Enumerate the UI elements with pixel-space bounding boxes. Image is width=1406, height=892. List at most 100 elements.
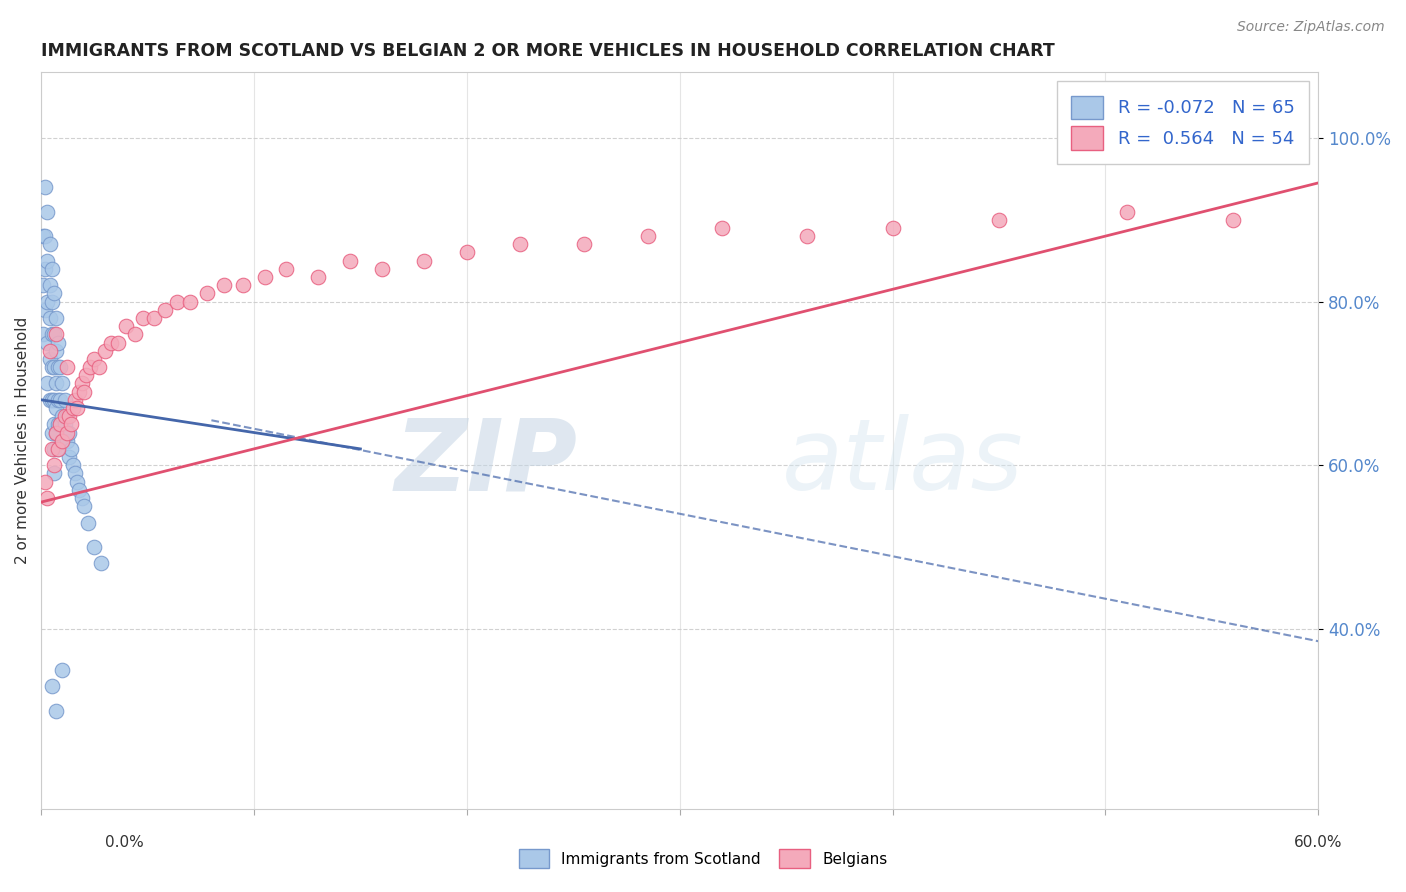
Point: [42, 417, 65, 432]
Point: [711, 221, 734, 235]
Point: [41, 359, 63, 374]
Point: [339, 253, 361, 268]
Point: [41, 425, 63, 440]
Point: [988, 212, 1011, 227]
Point: [83, 351, 105, 366]
Point: [45, 310, 67, 325]
Point: [66, 401, 89, 415]
Point: [456, 245, 478, 260]
Point: [253, 270, 276, 285]
Point: [63, 467, 86, 481]
Point: [67, 384, 90, 399]
Point: [370, 261, 392, 276]
Point: [38, 351, 60, 366]
Point: [124, 327, 146, 342]
Point: [882, 221, 904, 235]
Point: [75, 368, 97, 383]
Point: [45, 425, 67, 440]
Point: [1115, 204, 1137, 219]
Point: [45, 401, 67, 415]
Point: [51, 376, 73, 391]
Point: [51, 434, 73, 448]
Point: [53, 409, 76, 424]
Point: [46, 442, 69, 456]
Point: [42, 286, 65, 301]
Point: [42, 458, 65, 473]
Point: [179, 294, 201, 309]
Text: IMMIGRANTS FROM SCOTLAND VS BELGIAN 2 OR MORE VEHICLES IN HOUSEHOLD CORRELATION : IMMIGRANTS FROM SCOTLAND VS BELGIAN 2 OR…: [41, 42, 1054, 60]
Point: [42, 442, 65, 456]
Point: [637, 229, 659, 244]
Point: [32, 327, 55, 342]
Point: [37, 253, 59, 268]
Point: [45, 425, 67, 440]
Point: [274, 261, 297, 276]
Point: [94, 343, 117, 358]
Point: [63, 392, 86, 407]
Point: [41, 442, 63, 456]
Point: [58, 409, 80, 424]
Point: [42, 467, 65, 481]
Text: 0.0%: 0.0%: [105, 836, 145, 850]
Text: atlas: atlas: [782, 414, 1024, 511]
Point: [73, 499, 96, 513]
Point: [142, 310, 165, 325]
Point: [77, 516, 100, 530]
Point: [38, 392, 60, 407]
Point: [90, 557, 112, 571]
Point: [34, 229, 56, 244]
Point: [62, 401, 84, 415]
Point: [509, 237, 531, 252]
Point: [55, 409, 77, 424]
Point: [572, 237, 595, 252]
Point: [37, 204, 59, 219]
Text: ZIP: ZIP: [395, 414, 578, 511]
Point: [413, 253, 436, 268]
Point: [34, 302, 56, 317]
Point: [83, 540, 105, 554]
Point: [34, 475, 56, 489]
Point: [59, 442, 82, 456]
Point: [37, 491, 59, 505]
Point: [55, 434, 77, 448]
Point: [41, 261, 63, 276]
Point: [87, 359, 110, 374]
Point: [307, 270, 329, 285]
Point: [32, 229, 55, 244]
Point: [55, 425, 77, 440]
Point: [45, 704, 67, 718]
Point: [51, 409, 73, 424]
Point: [34, 261, 56, 276]
Point: [53, 417, 76, 432]
Point: [45, 327, 67, 342]
Point: [62, 458, 84, 473]
Point: [37, 294, 59, 309]
Point: [115, 319, 138, 334]
Point: [195, 286, 218, 301]
Point: [49, 417, 72, 432]
Point: [796, 229, 818, 244]
Point: [32, 278, 55, 293]
Point: [41, 679, 63, 693]
Point: [41, 327, 63, 342]
Point: [45, 343, 67, 358]
Point: [66, 475, 89, 489]
Point: [49, 392, 72, 407]
Point: [38, 343, 60, 358]
Point: [67, 483, 90, 497]
Point: [49, 359, 72, 374]
Point: [153, 302, 176, 317]
Point: [42, 392, 65, 407]
Point: [37, 335, 59, 350]
Point: [70, 376, 93, 391]
Point: [46, 417, 69, 432]
Point: [58, 450, 80, 464]
Legend: Immigrants from Scotland, Belgians: Immigrants from Scotland, Belgians: [510, 841, 896, 875]
Point: [55, 359, 77, 374]
Point: [38, 278, 60, 293]
Point: [100, 335, 122, 350]
Y-axis label: 2 or more Vehicles in Household: 2 or more Vehicles in Household: [15, 317, 30, 565]
Point: [46, 359, 69, 374]
Legend: R = -0.072   N = 65, R =  0.564   N = 54: R = -0.072 N = 65, R = 0.564 N = 54: [1056, 81, 1309, 164]
Point: [38, 237, 60, 252]
